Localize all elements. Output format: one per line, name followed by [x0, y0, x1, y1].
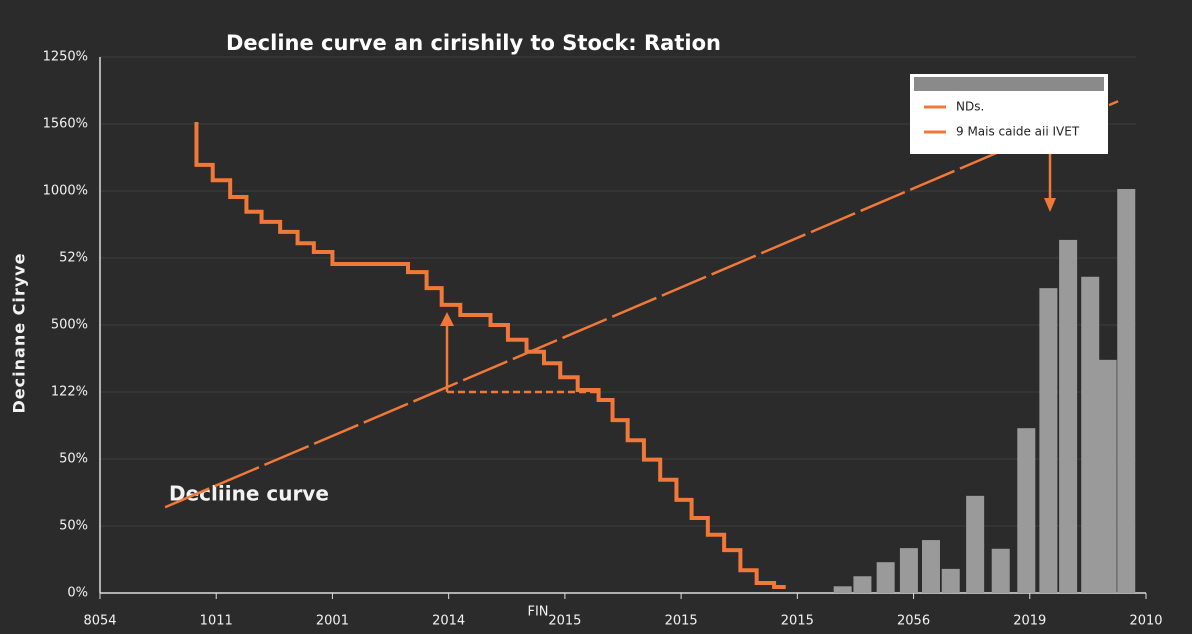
y-tick-label: 0%	[67, 586, 88, 601]
step-line	[194, 121, 786, 589]
y-axis-label: Decinane Ciryve	[10, 253, 29, 414]
bar	[833, 586, 852, 593]
bar	[1059, 239, 1078, 593]
dashed-line	[164, 100, 1119, 509]
annotation-arrows	[440, 152, 1056, 394]
bar	[991, 548, 1010, 593]
legend-header	[914, 77, 1104, 91]
legend-label: NDs.	[956, 100, 984, 114]
x-tick-label: 2019	[1013, 614, 1046, 629]
x-tick-label: 2001	[316, 614, 349, 629]
y-tick-label: 1560%	[43, 117, 88, 132]
y-tick-label: 122%	[51, 385, 88, 400]
x-tick-label: 2056	[897, 614, 930, 629]
bar	[921, 540, 940, 593]
x-tick-label: 2014	[432, 614, 465, 629]
bar	[1117, 188, 1136, 594]
y-tick-label: 50%	[59, 452, 88, 467]
chart-title: Decline curve an cirishily to Stock: Rat…	[226, 31, 721, 55]
bar	[876, 562, 895, 593]
x-tick-label: 8054	[83, 614, 116, 629]
x-tick-label: 2015	[781, 614, 814, 629]
y-tick-label: 500%	[51, 318, 88, 333]
bar	[1017, 428, 1036, 593]
y-tick-label: 1250%	[43, 50, 88, 65]
bar	[899, 548, 918, 593]
x-tick-label: 2015	[665, 614, 698, 629]
plot-area: 0% 50% 50% 122% 500% 52% 1000% 1560% 1250% 8054 10…	[43, 50, 1163, 629]
x-tick-label: 1011	[200, 614, 233, 629]
bar	[966, 495, 985, 593]
bar	[853, 576, 872, 593]
bar	[1039, 288, 1058, 593]
bar	[1098, 359, 1117, 593]
y-tick-label: 1000%	[43, 184, 88, 199]
x-tick-label: 2010	[1129, 614, 1162, 629]
legend-label: 9 Mais caide aii IVET	[956, 125, 1080, 139]
arrow-head	[440, 312, 454, 326]
y-tick-label: 52%	[59, 251, 88, 266]
x-tick-label: 2015	[548, 614, 581, 629]
arrow-head	[1044, 198, 1056, 212]
x-axis-label: FIN	[527, 605, 548, 620]
legend: NDs. 9 Mais caide aii IVET	[910, 74, 1108, 154]
bar	[1081, 276, 1100, 593]
annotation: Decliine curve	[169, 482, 329, 506]
bar	[941, 568, 960, 593]
y-tick-label: 50%	[59, 519, 88, 534]
